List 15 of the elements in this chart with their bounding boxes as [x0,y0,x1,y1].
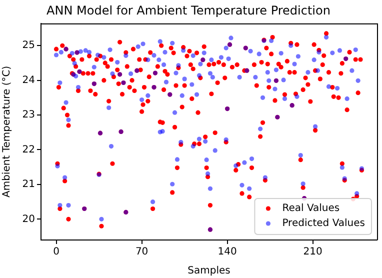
x-tick-label: 210 [303,246,322,258]
chart-title: ANN Model for Ambient Temperature Prediction [46,3,330,18]
x-axis-title: Samples [188,266,230,277]
y-tick-label: 20 [22,214,35,225]
legend-label: Real Values [282,203,340,214]
x-tick-label: 70 [135,246,148,258]
legend-label: Predicted Values [282,218,366,230]
y-tick-label: 24 [22,74,35,86]
y-tick-label: 22 [22,144,35,156]
y-axis-title: Ambient Temperature (°C) [2,66,13,198]
y-tick-label: 25 [22,40,35,52]
x-tick-label: 140 [218,246,237,258]
y-tick-label: 21 [22,179,35,190]
x-tick-label: 0 [53,246,60,258]
y-tick-label: 23 [22,110,35,121]
